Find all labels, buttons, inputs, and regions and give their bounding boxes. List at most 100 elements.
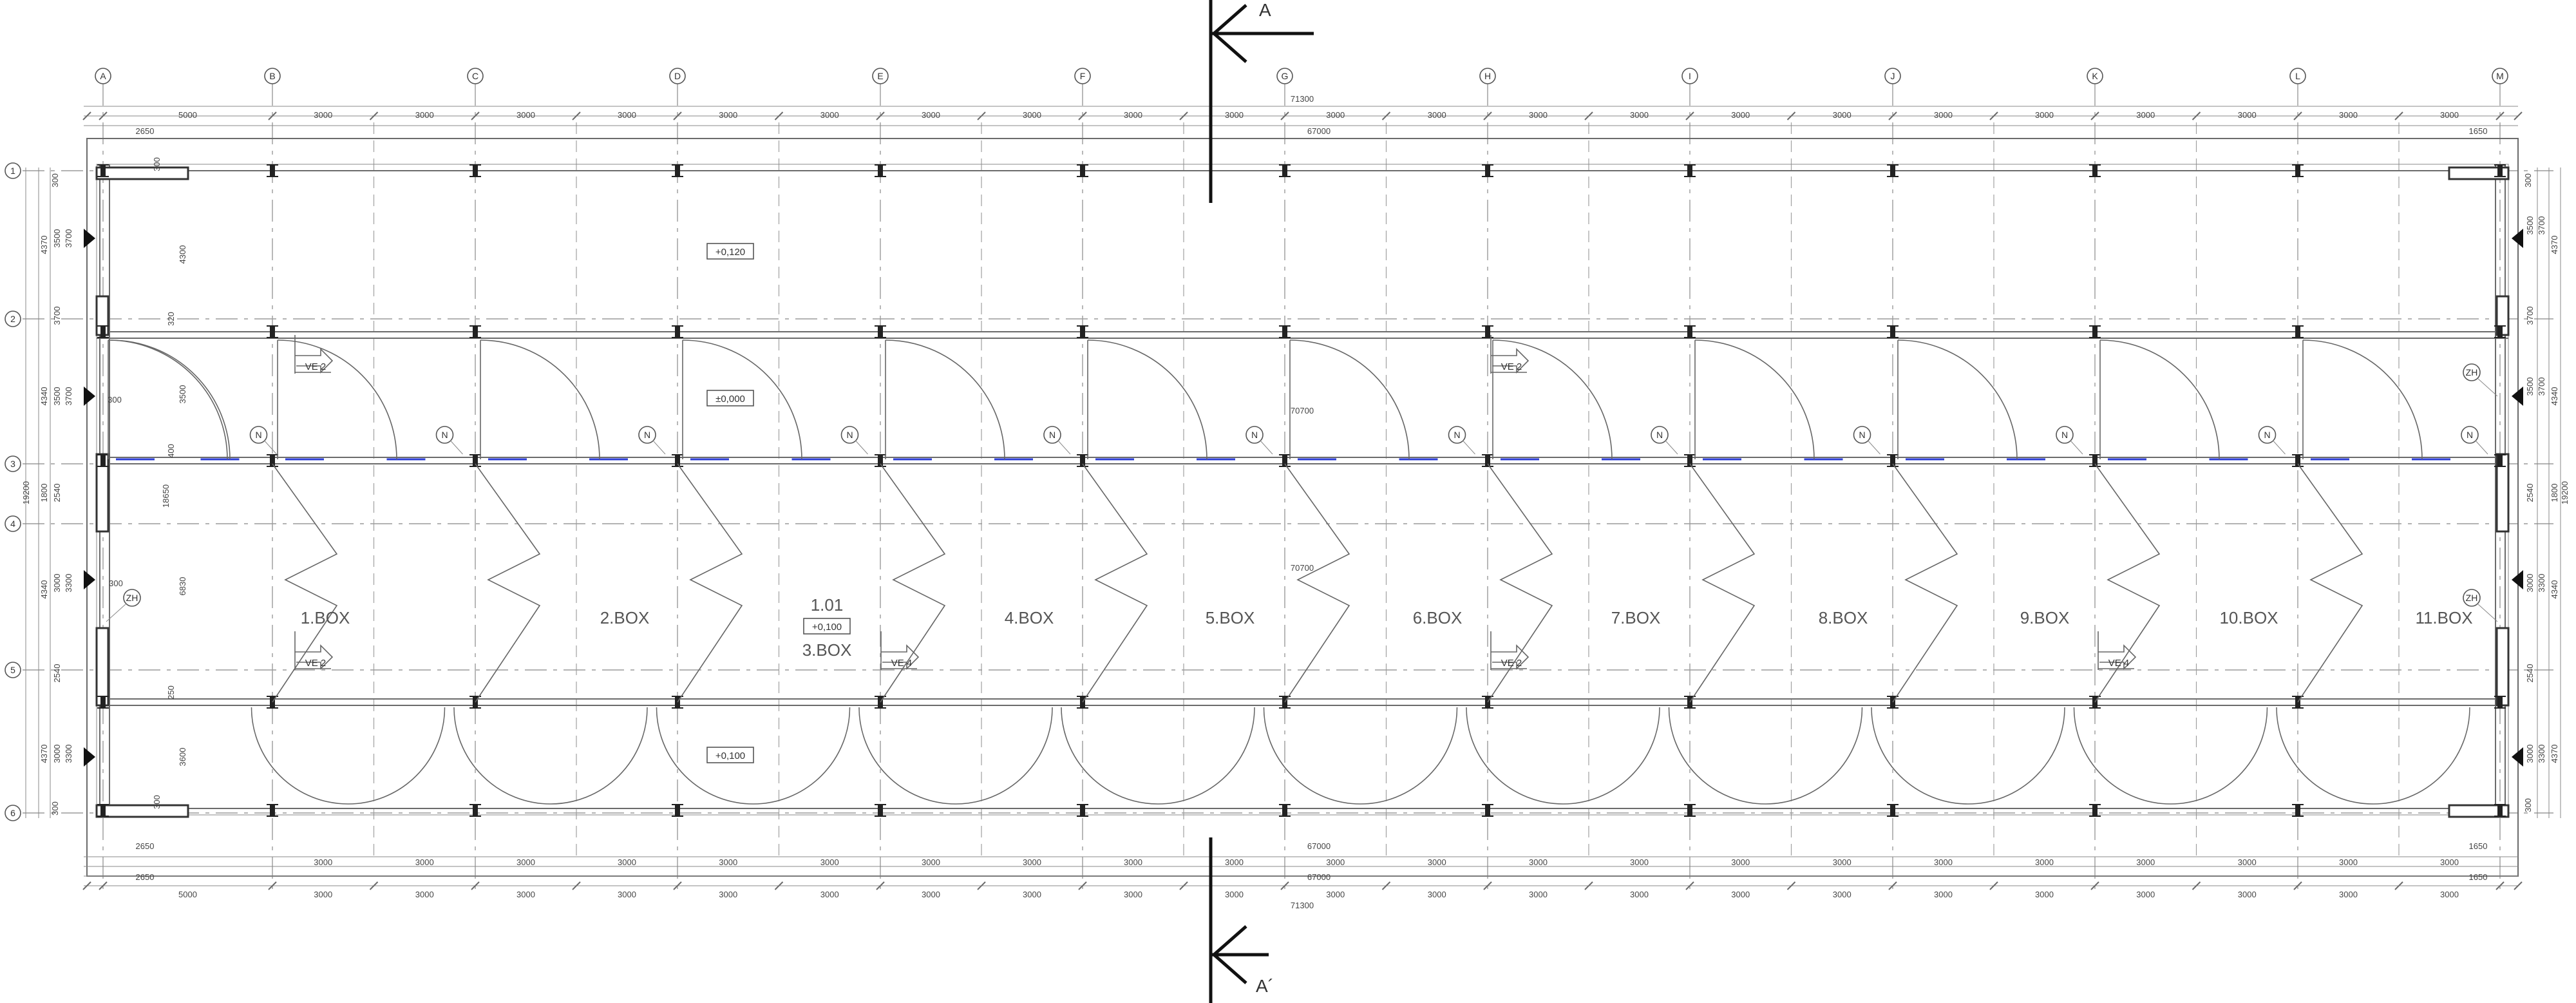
dim-bay: 3000 [1630,890,1649,899]
dim-inner-e: 300 [108,395,122,405]
axis-bubble-C: C [467,68,484,84]
column [2092,455,2098,466]
columns [97,164,2506,817]
dim-left-9: 1800 [39,484,49,502]
dim-tick [1280,881,1289,890]
dim-bay: 3000 [314,890,332,899]
doors [108,339,2470,805]
dim-bay: 3000 [2440,890,2459,899]
dim-right-5: 3700 [2525,307,2535,325]
folding-door [475,463,541,703]
dim-right-2: 3500 [2525,216,2535,235]
room-label-3: 3.BOX [802,640,852,660]
dim-tick [2514,881,2523,890]
svg-text:ZH: ZH [2466,367,2478,377]
folding-door [1487,463,1553,703]
dim-bay: 3000 [1934,890,1953,899]
dim-tick [369,111,379,120]
dim-tick [1584,881,1593,890]
svg-text:+0,120: +0,120 [715,247,745,258]
column [2092,326,2098,338]
folding-door [2297,463,2363,703]
dim-tick [2090,111,2099,120]
folding-door [272,463,338,703]
dim-bay-row2: 3000 [2339,857,2358,867]
corridor-door-swing [1694,339,1815,460]
axis-bubble-M: M [2492,68,2508,84]
dim-bay: 3000 [2035,110,2054,120]
svg-text:I: I [1689,71,1691,81]
dim-tick [2496,111,2505,120]
dim-bay-row2: 3000 [1630,857,1649,867]
ve-tag: VE 2 [294,335,334,374]
svg-text:N: N [846,430,853,440]
column [1890,455,1895,466]
axis-bubble-1: 1 [5,162,21,179]
svg-text:N: N [255,430,261,440]
double-door-swing [656,707,851,805]
section-mark-bottom: A´ [1209,837,1274,1003]
dim-left-2: 3500 [52,229,62,248]
dim-inner-l: 300 [152,795,162,809]
dim-bot-interior-a: 67000 [1307,841,1331,851]
dim-right-14: 2540 [2525,664,2535,683]
dim-left-17: 4370 [39,745,49,763]
dim-right-10: 2540 [2525,484,2535,502]
section-label-bottom: A´ [1256,976,1274,996]
dim-bay: 3000 [2035,890,2054,899]
dim-tick [82,881,91,890]
bay-dimensions-bottom: 5000 3000 3000 3000 3000 3000 3000 3000 3000 3000… [82,857,2523,899]
dim-inner-n: 70700 [1291,563,1314,573]
column [1485,326,1490,338]
dim-tick [2293,881,2302,890]
room-label-11: 11.BOX [2415,608,2472,627]
axis-bubbles-y: 1 2 3 4 5 6 [5,162,21,821]
corridor-door-swing [480,339,600,460]
axis-bubble-F: F [1074,68,1091,84]
dim-bay-row2: 3000 [2440,857,2459,867]
column [1485,805,1490,816]
dim-bay: 3000 [1934,110,1953,120]
column [878,805,883,816]
column [1890,165,1895,177]
svg-text:N: N [2467,430,2473,440]
axis-bubble-K: K [2087,68,2103,84]
dim-bay-row2: 3000 [2035,857,2054,867]
dim-bay: 3000 [516,110,535,120]
dim-bay: 3000 [1225,110,1244,120]
svg-text:ZH: ZH [126,593,138,603]
column [675,455,680,466]
dim-inner-i: 300 [109,578,123,588]
room-label-5: 5.BOX [1206,608,1255,627]
dim-bay: 3000 [922,110,940,120]
column [878,326,883,338]
column [1080,326,1085,338]
dim-bay: 3000 [1529,890,1548,899]
dim-inner-c: 320 [166,312,176,326]
end-walls [95,166,2510,818]
dim-bay-row2: 3000 [415,857,434,867]
dim-bay-row2: 3000 [1225,857,1244,867]
corridor-door-swing [1492,339,1613,460]
dim-right-7: 4340 [2550,387,2559,406]
dim-tick [471,111,480,120]
level-tag-corridor: ±0,000 [706,390,754,406]
column [675,805,680,816]
dim-right-6b: 3700 [2537,377,2546,396]
dim-right-1: 300 [2523,173,2533,187]
axis-bubble-6: 6 [5,805,21,821]
svg-text:2: 2 [10,314,15,324]
axis-bubble-D: D [669,68,686,84]
column [2295,165,2300,177]
svg-text:VE 2: VE 2 [305,658,327,669]
dim-left-6b: 3700 [64,387,73,406]
dim-right-3: 3700 [2537,216,2546,235]
column [1282,455,1287,466]
dim-tick [1078,881,1087,890]
room-label-8: 8.BOX [1819,608,1868,627]
dim-tick [1584,111,1593,120]
column [270,165,275,177]
column [1687,455,1692,466]
double-door-swing [2276,707,2470,805]
zh-tag-right-lower: ZH [2463,589,2498,622]
